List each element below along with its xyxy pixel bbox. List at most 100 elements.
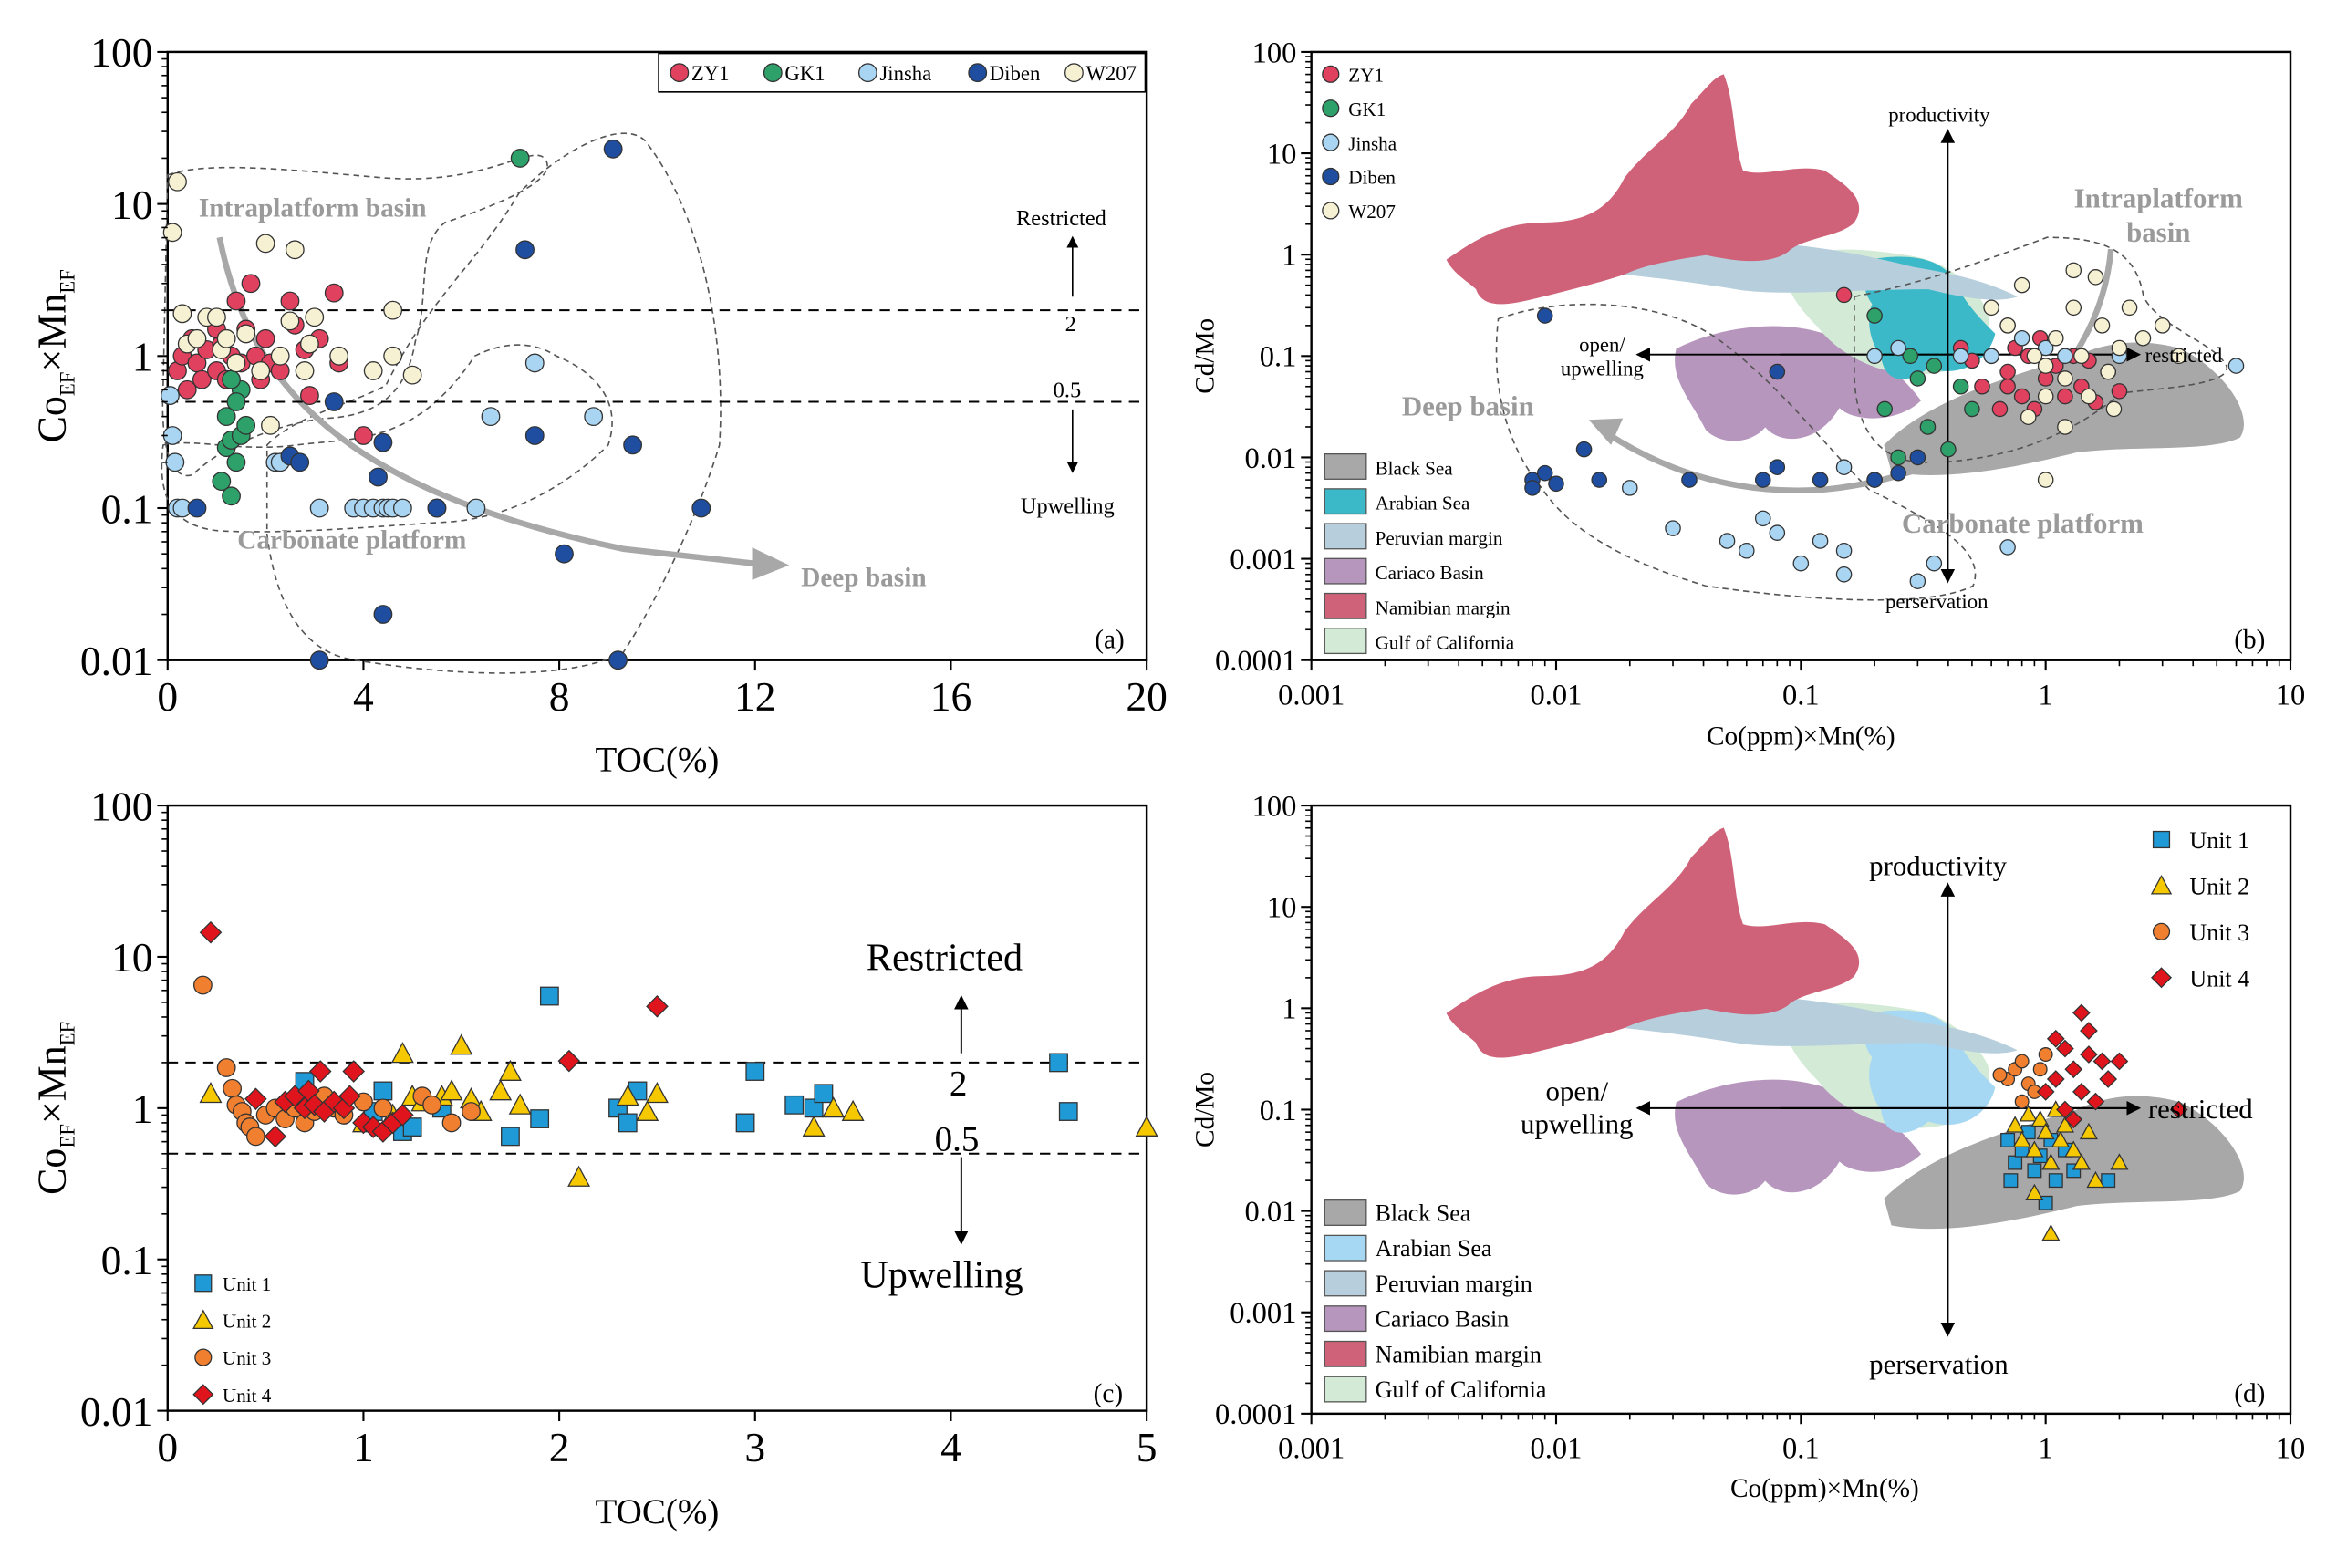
data-point-w207 bbox=[2087, 269, 2104, 286]
data-point-unit-2 bbox=[199, 1082, 223, 1104]
y-tick-label-b: 0.001 bbox=[1230, 544, 1296, 576]
data-point-unit-2 bbox=[2012, 1130, 2031, 1147]
y-tick-label-a: 0.1 bbox=[101, 485, 153, 532]
data-point-unit-3 bbox=[462, 1102, 481, 1121]
legend-marker-unit-1 bbox=[194, 1274, 213, 1293]
data-point-w207 bbox=[2170, 348, 2187, 365]
legend-label-unit-2: Unit 2 bbox=[223, 1311, 271, 1333]
data-point-w207 bbox=[329, 346, 349, 366]
data-point-unit-1 bbox=[2000, 1132, 2016, 1147]
data-point-unit-1 bbox=[2101, 1173, 2116, 1189]
data-point-unit-3 bbox=[422, 1095, 441, 1115]
x-tick-label-d: 1 bbox=[2039, 1433, 2053, 1466]
region-label-gulf-of-california: Gulf of California bbox=[1376, 632, 1515, 654]
data-point-w207 bbox=[172, 304, 192, 324]
data-point-unit-4 bbox=[2110, 1052, 2129, 1071]
grouping-regions-a bbox=[161, 132, 722, 674]
legend-marker-unit-3 bbox=[2152, 922, 2171, 940]
panel-d: productivity perservation restricted ope… bbox=[1190, 804, 2292, 1503]
legend-label-w207: W207 bbox=[1348, 201, 1396, 223]
data-point-unit-1 bbox=[2003, 1173, 2019, 1189]
data-point-w207 bbox=[2111, 339, 2128, 357]
threshold-label-a: 0.5 bbox=[1054, 379, 1081, 403]
data-point-unit-2 bbox=[2110, 1153, 2129, 1170]
data-point-jinsha bbox=[165, 452, 185, 472]
data-point-w207 bbox=[2154, 317, 2171, 334]
data-point-jinsha bbox=[1835, 566, 1853, 583]
data-point-w207 bbox=[2057, 419, 2073, 435]
data-point-jinsha bbox=[481, 407, 501, 427]
data-point-diben bbox=[1890, 464, 1906, 482]
data-point-w207 bbox=[2093, 317, 2111, 334]
data-point-diben bbox=[1536, 307, 1553, 324]
data-point-w207 bbox=[363, 361, 383, 380]
data-point-unit-4 bbox=[2056, 1039, 2074, 1058]
data-point-unit-4 bbox=[2072, 1003, 2091, 1023]
data-point-diben bbox=[324, 392, 344, 411]
data-point-unit-4 bbox=[2046, 1070, 2065, 1088]
restricted-label-c: Restricted bbox=[867, 937, 1023, 980]
y-tick-label-c: 0.1 bbox=[101, 1237, 153, 1283]
data-point-unit-3 bbox=[373, 1098, 393, 1118]
data-point-diben bbox=[1524, 480, 1541, 496]
x-axis-label-d: Co(ppm)×Mn(%) bbox=[1730, 1474, 1919, 1503]
legend-a: ZY1 GK1 Jinsha Diben W207 bbox=[658, 52, 1147, 93]
data-point-unit-1 bbox=[735, 1113, 755, 1133]
data-point-w207 bbox=[285, 240, 305, 260]
data-point-zy1 bbox=[2057, 388, 2073, 405]
region-label-cariaco-basin: Cariaco Basin bbox=[1376, 562, 1485, 584]
data-point-unit-4 bbox=[2080, 1045, 2098, 1064]
y-tick-label-d: 10 bbox=[1267, 892, 1297, 925]
region-swatch-peruvian-margin bbox=[1324, 523, 1367, 550]
data-point-gk1 bbox=[1919, 419, 1937, 435]
panel-b: productivity perservation restricted ope… bbox=[1190, 50, 2292, 751]
data-point-zy1 bbox=[241, 274, 261, 294]
data-point-jinsha bbox=[1719, 533, 1736, 549]
data-point-diben bbox=[524, 426, 545, 445]
data-point-w207 bbox=[162, 223, 182, 243]
x-tick-label-c: 5 bbox=[1137, 1424, 1158, 1470]
data-point-gk1 bbox=[226, 452, 246, 472]
data-point-jinsha bbox=[466, 498, 486, 518]
data-point-unit-2 bbox=[2019, 1105, 2038, 1122]
data-point-unit-2 bbox=[2079, 1122, 2098, 1140]
x-tick-label-d: 0.01 bbox=[1531, 1433, 1583, 1466]
data-point-w207 bbox=[295, 361, 315, 380]
legend-label-unit-2: Unit 2 bbox=[2189, 874, 2249, 900]
data-point-diben bbox=[603, 139, 623, 159]
data-point-jinsha bbox=[1952, 348, 1969, 365]
data-point-gk1 bbox=[1964, 400, 1980, 418]
x-tick-label-a: 8 bbox=[549, 673, 570, 720]
x-tick-label-a: 12 bbox=[734, 673, 776, 720]
data-point-zy1 bbox=[1999, 378, 2016, 395]
x-axis-label-b: Co(ppm)×Mn(%) bbox=[1707, 722, 1895, 751]
legend-marker-jinsha bbox=[1322, 133, 1340, 151]
legend-b: ZY1 GK1 Jinsha Diben W207 bbox=[1322, 64, 1397, 223]
y-tick-label-d: 0.1 bbox=[1260, 1095, 1297, 1127]
legend-marker-unit-2 bbox=[2150, 874, 2173, 895]
legend-label-w207: W207 bbox=[1085, 62, 1137, 85]
data-point-unit-4 bbox=[557, 1049, 581, 1073]
x-tick-label-a: 0 bbox=[157, 673, 178, 720]
productivity-label-b: productivity bbox=[1888, 103, 1990, 126]
y-tick-label-a: 1 bbox=[132, 334, 153, 380]
intraplatform-label-a: Intraplatform basin bbox=[199, 193, 427, 223]
x-tick-label-c: 4 bbox=[940, 1424, 961, 1470]
data-point-gk1 bbox=[1876, 400, 1893, 418]
panel-label-a: (a) bbox=[1095, 626, 1124, 655]
legend-label-zy1: ZY1 bbox=[691, 62, 730, 85]
region-label-cariaco-basin: Cariaco Basin bbox=[1376, 1306, 1510, 1333]
data-point-jinsha bbox=[1665, 520, 1681, 536]
data-point-diben bbox=[608, 650, 628, 670]
environment-regions-b bbox=[1446, 74, 2244, 475]
data-point-zy1 bbox=[2013, 388, 2030, 405]
data-point-unit-4 bbox=[2064, 1110, 2083, 1129]
region-carbonate-a bbox=[161, 344, 613, 533]
data-point-unit-3 bbox=[223, 1078, 243, 1098]
deep-basin-label-a: Deep basin bbox=[801, 563, 926, 592]
data-point-unit-4 bbox=[264, 1125, 287, 1148]
data-point-w207 bbox=[1999, 317, 2016, 334]
data-point-zy1 bbox=[300, 386, 319, 406]
